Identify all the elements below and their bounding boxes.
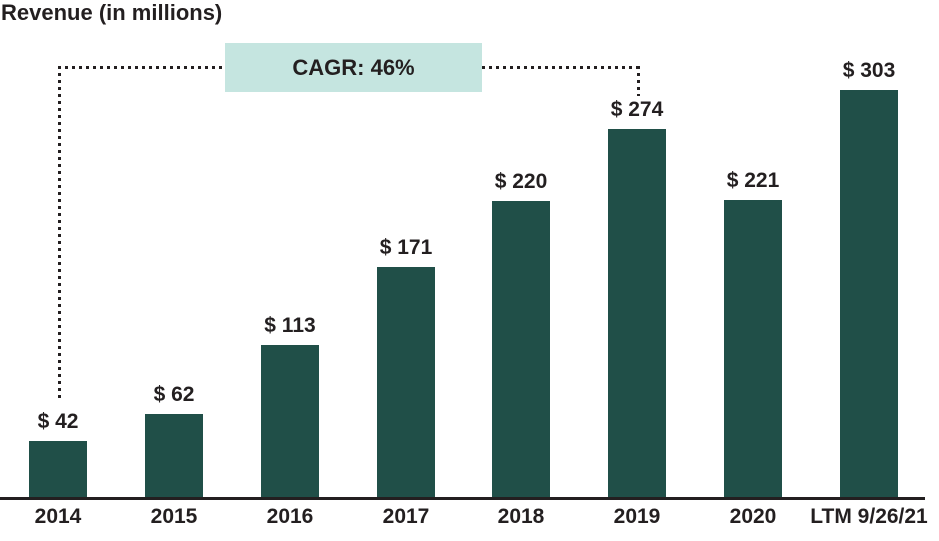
bar-2019 <box>608 129 666 497</box>
category-label-2015: 2015 <box>150 505 198 528</box>
cagr-connector-left-vertical <box>58 66 61 400</box>
cagr-connector-right-horizontal <box>482 66 640 69</box>
value-label-2020: $ 221 <box>726 169 780 192</box>
bar-2016 <box>261 345 319 497</box>
category-label-2020: 2020 <box>729 505 777 528</box>
cagr-label: CAGR: 46% <box>292 54 415 80</box>
x-axis-line <box>0 497 925 500</box>
value-label-2014: $ 42 <box>37 410 79 433</box>
value-label-2017: $ 171 <box>379 236 433 259</box>
category-label-2017: 2017 <box>382 505 430 528</box>
value-label-ltm-9-26-21: $ 303 <box>842 59 896 82</box>
cagr-connector-right-vertical <box>637 66 640 96</box>
bar-2014 <box>29 441 87 497</box>
value-label-2019: $ 274 <box>610 98 664 121</box>
category-label-2019: 2019 <box>613 505 661 528</box>
bar-2015 <box>145 414 203 497</box>
bar-2017 <box>377 267 435 497</box>
cagr-callout-box: CAGR: 46% <box>225 43 482 92</box>
category-label-2014: 2014 <box>34 505 82 528</box>
value-label-2016: $ 113 <box>264 314 316 337</box>
category-label-2016: 2016 <box>266 505 314 528</box>
cagr-connector-left-horizontal <box>58 66 225 69</box>
bar-2020 <box>724 200 782 497</box>
bar-ltm-9-26-21 <box>840 90 898 497</box>
category-label-2018: 2018 <box>497 505 545 528</box>
value-label-2018: $ 220 <box>494 170 548 193</box>
category-label-ltm-9-26-21: LTM 9/26/21 <box>810 505 928 528</box>
chart-title: Revenue (in millions) <box>1 0 223 25</box>
bar-2018 <box>492 201 550 497</box>
value-label-2015: $ 62 <box>153 383 195 406</box>
